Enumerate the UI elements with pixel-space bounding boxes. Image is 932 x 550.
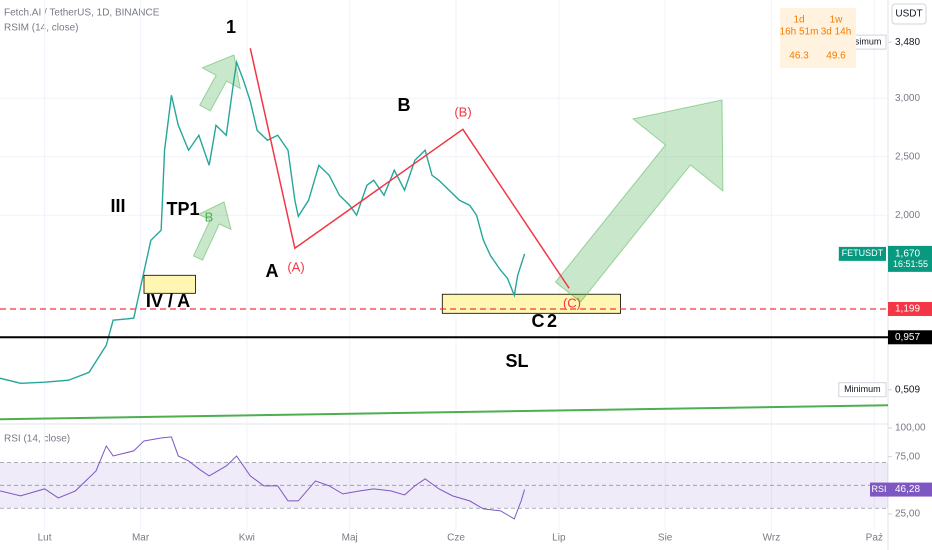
currency-box[interactable]	[891, 3, 927, 25]
x-tick-label: Lut	[38, 533, 52, 544]
price-name: Minimum	[844, 384, 881, 394]
info-time: 16h 51m	[780, 27, 819, 38]
info-value: 46.3	[789, 51, 809, 62]
rsi-line	[0, 436, 526, 520]
y-tick-label: 2,500	[895, 151, 920, 162]
y-tick-label: 2,000	[895, 210, 920, 221]
info-period: 1w	[830, 15, 844, 26]
wave-label: B	[205, 209, 214, 224]
trendline	[0, 404, 889, 421]
wave-line	[249, 48, 570, 289]
countdown: 16:51:55	[893, 259, 928, 269]
x-tick-label: Kwi	[239, 533, 255, 544]
wave-label: (A)	[287, 259, 304, 274]
wave-label: B	[398, 95, 411, 115]
x-tick-label: Cze	[447, 533, 465, 544]
arrow	[192, 201, 232, 261]
wave-label: A	[266, 261, 279, 281]
wave-label: (B)	[454, 104, 471, 119]
info-box	[780, 8, 856, 68]
info-value: 49.6	[826, 51, 846, 62]
y-tick-label: 25,00	[895, 509, 920, 520]
price-tag-label: 0,957	[895, 332, 920, 343]
x-tick-label: Paź	[866, 533, 883, 544]
arrow	[199, 54, 241, 112]
price-name-box	[838, 382, 887, 398]
chart-title: Fetch.AI / TetherUS, 1D, BINANCE	[4, 8, 160, 19]
currency: USDT	[895, 9, 922, 20]
wave-label: C	[532, 311, 545, 331]
price-tag-label: 1,670	[895, 249, 920, 260]
x-tick-label: Lip	[552, 533, 566, 544]
price-name: Maksimum	[838, 36, 882, 46]
price-tag	[888, 301, 932, 316]
price-tag	[888, 245, 932, 272]
price-tag	[888, 330, 932, 345]
wave-label: (C)	[563, 295, 581, 310]
y-tick-label: 3,000	[895, 93, 920, 104]
y-tick-label: 100,00	[895, 423, 926, 434]
x-tick-label: Sie	[658, 533, 673, 544]
wave-label: SL	[505, 351, 528, 371]
zone	[143, 274, 196, 294]
arrow	[554, 99, 724, 303]
wave-label: TP1	[166, 199, 199, 219]
wave-label: 1	[226, 17, 236, 37]
price-label: 3,480	[895, 37, 920, 48]
price-line	[0, 59, 526, 384]
wave-label: III	[110, 196, 125, 216]
rsi-tag-label: 46,28	[895, 484, 920, 495]
rsi-name-box	[870, 482, 888, 497]
y-tick-label: 75,00	[895, 451, 920, 462]
x-tick-label: Maj	[342, 533, 358, 544]
rsi-title: RSI (14, close)	[4, 434, 70, 445]
price-label: 0,509	[895, 384, 920, 395]
indicator-label: RSIM (14, close)	[4, 23, 78, 34]
x-tick-label: Mar	[132, 533, 150, 544]
x-tick-label: Wrz	[763, 533, 781, 544]
price-name: FETUSDT	[842, 248, 884, 258]
rsi-name: RSI	[871, 484, 886, 494]
info-time: 3d 14h	[821, 27, 852, 38]
wave-label: IV / A	[146, 291, 190, 311]
wave-label: 2	[547, 311, 557, 331]
price-tag-label: 1,199	[895, 304, 920, 315]
price-name-box	[838, 246, 886, 261]
rsi-tag	[888, 482, 932, 497]
info-period: 1d	[793, 15, 804, 26]
